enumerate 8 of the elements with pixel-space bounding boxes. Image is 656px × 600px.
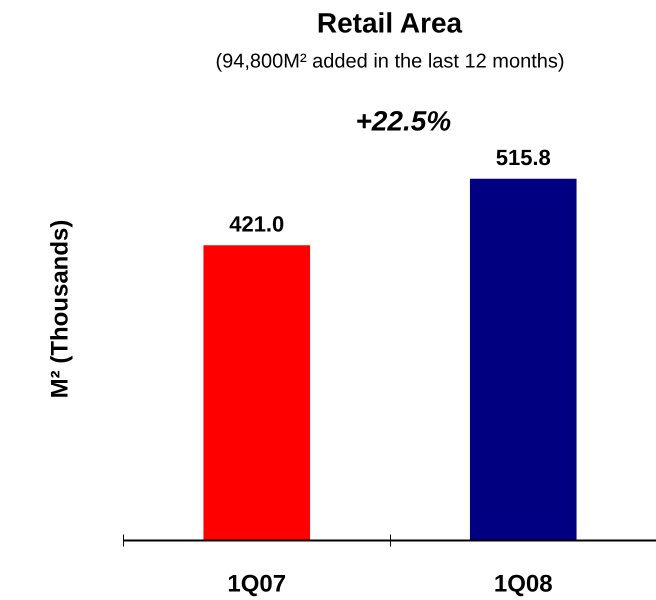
data-label: 421.0 (229, 211, 284, 236)
y-axis-title: M² (Thousands) (46, 220, 74, 398)
x-tick-label: 1Q08 (494, 570, 553, 598)
x-tick-label: 1Q07 (227, 570, 286, 598)
chart-subtitle: (94,800M² added in the last 12 months) (215, 50, 565, 72)
data-label: 515.8 (496, 144, 551, 170)
chart-title: Retail Area (316, 8, 463, 38)
text: +22.5% (355, 105, 452, 136)
